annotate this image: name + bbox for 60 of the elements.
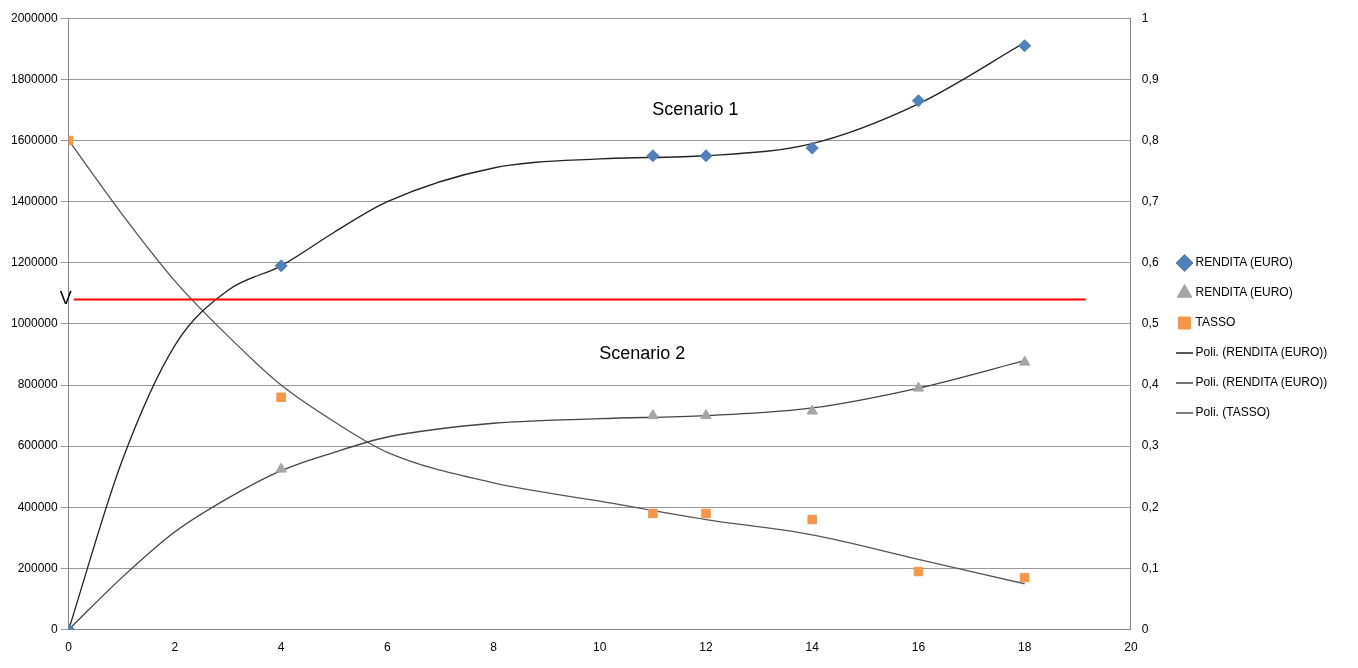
y-tick-label: 2000000 (11, 10, 59, 25)
y-tick-label: 1000000 (11, 316, 59, 331)
y-tick-label: 1800000 (11, 71, 59, 86)
point (913, 566, 924, 577)
x-tick-label: 18 (1017, 640, 1032, 655)
y2-tick-label: 1 (1141, 10, 1149, 25)
y-tick-label: 400000 (17, 499, 59, 514)
x-tick-label: 2 (171, 640, 179, 655)
y2-tick-label: 0,4 (1141, 377, 1159, 392)
x-tick-label: 8 (490, 640, 498, 655)
y2-tick-label: 0,8 (1141, 132, 1159, 147)
ref-line-label: V (59, 288, 72, 309)
y-tick-label: 200000 (17, 560, 59, 575)
y2-tick-label: 0,3 (1141, 438, 1159, 453)
y2-tick-label: 0,5 (1141, 316, 1159, 331)
point (911, 94, 925, 108)
y2-tick-label: 0 (1141, 621, 1149, 636)
y-tick-label: 1600000 (11, 132, 59, 147)
x-tick-label: 12 (699, 640, 713, 655)
legend-label: Poli. (TASSO) (1195, 405, 1271, 420)
point (647, 409, 659, 420)
y-tick-label: 600000 (17, 438, 59, 453)
y-tick-label: 0 (51, 621, 59, 636)
y2-tick-label: 0,7 (1141, 193, 1159, 208)
y2-tick-label: 0,1 (1141, 560, 1159, 575)
legend-label: RENDITA (EURO) (1195, 285, 1293, 300)
y2-tick-label: 0,9 (1141, 71, 1159, 86)
point (1019, 572, 1030, 583)
point (275, 462, 287, 473)
point (806, 404, 818, 415)
x-tick-label: 4 (277, 640, 285, 655)
point (700, 409, 712, 420)
point (912, 381, 925, 392)
legend-label: RENDITA (EURO) (1195, 255, 1293, 270)
y-tick-label: 800000 (17, 377, 59, 392)
point (648, 508, 658, 519)
annotation: Scenario 2 (599, 343, 686, 364)
y2-tick-label: 0,2 (1141, 499, 1159, 514)
x-tick-label: 16 (911, 640, 926, 655)
y-tick-label: 1200000 (11, 255, 59, 270)
legend-label: TASSO (1195, 315, 1236, 330)
x-tick-label: 0 (65, 640, 73, 655)
point (701, 508, 711, 519)
x-tick-label: 14 (805, 640, 820, 655)
y-tick-label: 1400000 (11, 193, 59, 208)
x-tick-label: 20 (1124, 640, 1138, 655)
point (699, 149, 713, 163)
annotation: Scenario 1 (652, 98, 739, 119)
point (1018, 355, 1031, 366)
point (1018, 39, 1032, 53)
point (805, 141, 819, 155)
x-tick-label: 6 (384, 640, 392, 655)
legend-label: Poli. (RENDITA (EURO)) (1195, 345, 1328, 360)
point (274, 259, 288, 273)
point (646, 149, 660, 163)
legend-label: Poli. (RENDITA (EURO)) (1195, 375, 1328, 390)
y2-tick-label: 0,6 (1141, 255, 1159, 270)
point (276, 392, 286, 403)
x-tick-label: 10 (593, 640, 607, 655)
point (807, 514, 817, 525)
